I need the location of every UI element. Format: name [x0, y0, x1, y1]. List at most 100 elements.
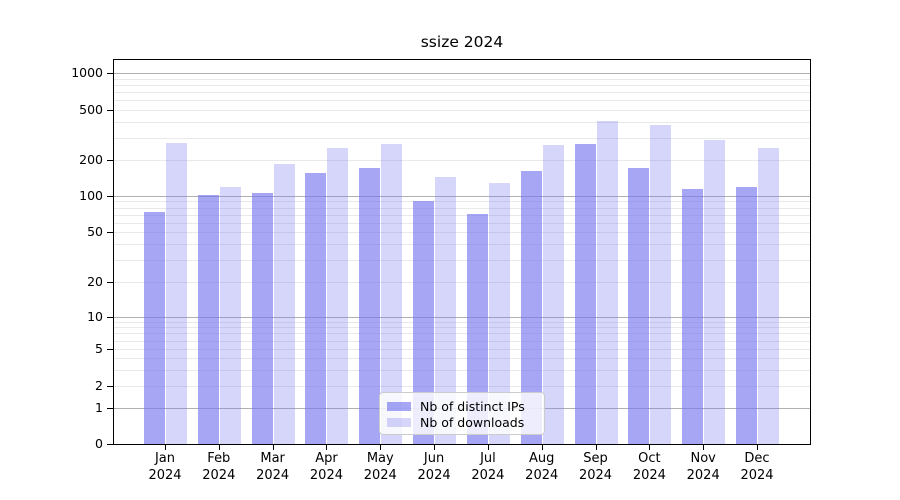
x-tick-mark: [595, 445, 597, 450]
y-tick-label: 200: [79, 152, 103, 167]
x-tick-mark: [541, 445, 543, 450]
minor-gridline: [114, 222, 810, 224]
x-tick-mark: [757, 445, 758, 450]
minor-gridline: [114, 214, 810, 216]
x-tick-label-jun: Jun 2024: [417, 451, 451, 483]
minor-gridline: [114, 369, 810, 371]
major-gridline: [114, 317, 810, 318]
y-tick-mark: [107, 317, 113, 318]
chart-title: ssize 2024: [420, 33, 504, 51]
bar-distinct-ips-dec: [736, 186, 757, 444]
minor-gridline: [114, 244, 810, 246]
bar-distinct-ips-sep: [574, 143, 596, 444]
y-tick-label: 10: [87, 309, 103, 324]
bar-distinct-ips-feb: [197, 195, 219, 444]
minor-gridline: [114, 92, 810, 94]
y-tick-label: 5: [95, 341, 103, 356]
x-tick-label-dec: Dec 2024: [740, 451, 774, 483]
minor-gridline: [114, 100, 810, 102]
minor-gridline: [114, 137, 810, 139]
minor-gridline: [114, 110, 810, 111]
bar-distinct-ips-nov: [682, 189, 704, 444]
bar-downloads-dec: [758, 147, 779, 444]
minor-gridline: [114, 84, 810, 86]
bar-distinct-ips-mar: [251, 192, 273, 444]
y-tick-label: 1000: [71, 65, 103, 80]
bar-distinct-ips-may: [359, 167, 381, 444]
legend: Nb of distinct IPs Nb of downloads: [379, 392, 545, 435]
y-tick-mark: [107, 196, 113, 197]
minor-gridline: [114, 321, 810, 323]
y-tick-mark: [107, 160, 113, 161]
x-tick-mark: [434, 445, 436, 450]
legend-item-distinct-ips: Nb of distinct IPs: [387, 399, 536, 414]
y-tick-mark: [107, 444, 113, 445]
x-tick-mark: [165, 445, 166, 450]
x-tick-mark: [380, 445, 382, 450]
x-tick-label-jul: Jul 2024: [471, 451, 505, 483]
minor-gridline: [114, 386, 810, 387]
bar-downloads-aug: [542, 144, 564, 444]
y-tick-label: 100: [79, 188, 103, 203]
minor-gridline: [114, 358, 810, 359]
y-tick-label: 1: [95, 400, 103, 415]
y-tick-mark: [107, 73, 113, 74]
y-tick-mark: [107, 386, 113, 387]
y-tick-label: 50: [87, 224, 103, 239]
x-tick-mark: [272, 445, 274, 450]
bar-distinct-ips-aug: [520, 170, 542, 444]
minor-gridline: [114, 78, 810, 80]
x-tick-label-mar: Mar 2024: [256, 451, 290, 483]
bar-downloads-nov: [704, 139, 726, 444]
plot-area: [113, 59, 811, 445]
major-gridline: [114, 73, 810, 74]
legend-label-distinct-ips: Nb of distinct IPs: [420, 399, 525, 414]
bar-distinct-ips-jan: [144, 211, 165, 444]
y-tick-label: 20: [87, 274, 103, 289]
bar-downloads-mar: [273, 163, 295, 444]
bar-downloads-apr: [327, 147, 349, 444]
y-tick-label: 500: [79, 102, 103, 117]
major-gridline: [114, 196, 810, 197]
bar-downloads-sep: [596, 120, 618, 444]
minor-gridline: [114, 282, 810, 283]
x-tick-mark: [326, 445, 328, 450]
bar-distinct-ips-jun: [413, 200, 435, 444]
y-tick-label: 0: [95, 436, 103, 451]
x-tick-mark: [218, 445, 220, 450]
x-tick-label-oct: Oct 2024: [632, 451, 666, 483]
bar-downloads-may: [381, 143, 403, 444]
minor-gridline: [114, 122, 810, 124]
bar-downloads-oct: [650, 125, 672, 444]
bar-distinct-ips-oct: [628, 167, 650, 444]
minor-gridline: [114, 333, 810, 335]
x-tick-label-may: May 2024: [363, 451, 397, 483]
bar-downloads-jan: [166, 142, 187, 444]
x-tick-label-feb: Feb 2024: [202, 451, 236, 483]
legend-label-downloads: Nb of downloads: [420, 415, 525, 430]
y-tick-mark: [107, 110, 113, 111]
x-tick-label-nov: Nov 2024: [686, 451, 720, 483]
legend-swatch-downloads: [387, 418, 411, 427]
x-tick-mark: [703, 445, 705, 450]
minor-gridline: [114, 327, 810, 329]
x-tick-label-aug: Aug 2024: [525, 451, 559, 483]
x-tick-label-jan: Jan 2024: [148, 451, 182, 483]
minor-gridline: [114, 201, 810, 203]
x-tick-label-sep: Sep 2024: [578, 451, 613, 483]
x-tick-label-apr: Apr 2024: [309, 451, 343, 483]
x-tick-mark: [649, 445, 651, 450]
bar-downloads-jul: [488, 183, 510, 444]
legend-swatch-distinct-ips: [387, 402, 411, 411]
bar-downloads-jun: [435, 176, 457, 444]
y-tick-mark: [107, 282, 113, 283]
y-tick-mark: [107, 408, 113, 409]
bar-distinct-ips-apr: [305, 172, 327, 444]
x-tick-mark: [487, 445, 489, 450]
minor-gridline: [114, 259, 810, 261]
minor-gridline: [114, 340, 810, 342]
legend-item-downloads: Nb of downloads: [387, 415, 536, 430]
y-tick-label: 2: [95, 378, 103, 393]
minor-gridline: [114, 349, 810, 350]
